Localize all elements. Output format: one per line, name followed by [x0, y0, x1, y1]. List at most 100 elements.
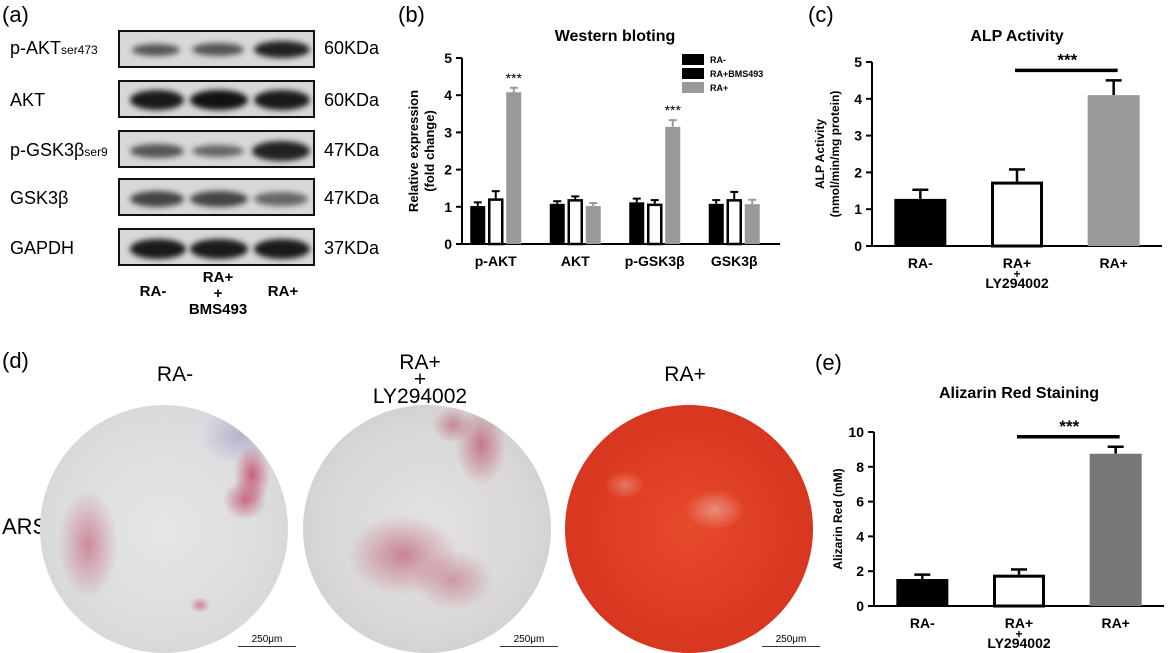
alp-chart-y-tick-label: 2 — [854, 164, 862, 180]
blot-gapdh — [118, 228, 315, 266]
alizarin-chart-y-axis-label: Alizarin Red (mM) — [831, 468, 845, 569]
panel-label-a: (a) — [2, 2, 29, 27]
row-label-ars: ARS — [2, 514, 48, 539]
wb-chart-title: Western bloting — [555, 28, 676, 45]
panel-label-c: (c) — [808, 2, 834, 27]
alizarin-chart-bar — [993, 574, 1045, 608]
wb-chart-bar — [647, 203, 663, 246]
blot-label-p-gsk3b: p-GSK3βser9 — [10, 140, 108, 160]
panel-label-b: (b) — [398, 2, 425, 27]
ars-stain-image-ra-plus — [565, 405, 813, 653]
lane-label-ra-plus: RA+ — [267, 283, 299, 300]
wb-chart-legend-swatch — [682, 82, 704, 93]
alp-activity-bar-chart: 0 1 2 3 4 5 ALP Activity ALP Activity(nmol/min/… — [813, 28, 1162, 291]
blot-size-akt: 60KDa — [324, 90, 380, 110]
panel-label-d: (d) — [2, 348, 29, 373]
ars-stain-image-ra-ly294002 — [303, 405, 551, 653]
alp-chart-y-axis-label: ALP Activity(nmol/min/mg protein) — [813, 91, 842, 218]
wb-chart-bar — [567, 199, 583, 246]
alizarin-chart-y-tick-label: 0 — [856, 598, 864, 614]
wb-chart-y-tick-label: 3 — [444, 124, 452, 140]
blot-size-p-akt: 60KDa — [324, 38, 380, 58]
lane-label-ra-minus: RA- — [139, 283, 167, 300]
blot-label-gapdh: GAPDH — [10, 238, 75, 258]
scale-bar-label-3: 250μm — [775, 634, 807, 645]
wb-chart-legend-label: RA+BMS493 — [710, 69, 763, 79]
alp-chart-x-tick-label: RA+ — [1003, 255, 1031, 271]
alp-chart-y-tick-label: 4 — [854, 91, 862, 107]
blot-size-gsk3b: 47KDa — [324, 188, 380, 208]
alizarin-chart-x-tick-label: + — [1015, 627, 1022, 641]
alp-chart-y-tick-label: 0 — [854, 238, 862, 254]
wb-chart-x-tick-label: p-GSK3β — [625, 253, 685, 269]
wb-chart-y-tick-label: 0 — [444, 236, 452, 252]
scale-bar-1 — [238, 646, 296, 647]
wb-chart-legend-label: RA- — [710, 55, 726, 65]
condition-label-ra-ly294002: RA+ + LY294002 — [372, 351, 468, 408]
wb-chart-y-tick-label: 4 — [444, 87, 452, 103]
alizarin-chart-x-tick-label: RA+ — [1101, 615, 1129, 631]
alp-chart-bar — [894, 198, 947, 246]
alp-chart-bar — [991, 181, 1043, 248]
alp-chart-y-tick-label: 1 — [854, 201, 862, 217]
wb-chart-y-tick-label: 1 — [444, 199, 452, 215]
wb-chart-bar — [549, 203, 565, 244]
western-blot-bar-chart: 0 1 2 3 4 5 Western bloting Relative expression… — [406, 28, 780, 269]
alizarin-chart-significance-mark: *** — [1059, 417, 1079, 436]
scale-bar-2 — [500, 646, 558, 647]
wb-chart-x-tick-label: AKT — [561, 253, 590, 269]
condition-label-ra-plus: RA+ — [664, 363, 706, 386]
wb-chart-bar — [708, 203, 724, 244]
wb-chart-bar — [585, 206, 601, 244]
blot-size-p-gsk3b: 47KDa — [324, 140, 380, 160]
alizarin-chart-y-tick-label: 6 — [856, 494, 864, 510]
alp-chart-x-tick-label: LY294002 — [985, 275, 1049, 291]
alizarin-chart-title: Alizarin Red Staining — [939, 385, 1099, 402]
alizarin-chart-x-tick-label: RA- — [910, 615, 935, 631]
wb-chart-legend-label: RA+ — [710, 83, 728, 93]
wb-chart-significance-mark: *** — [665, 102, 682, 118]
alizarin-chart-y-tick-label: 8 — [856, 459, 864, 475]
wb-chart-x-tick-label: p-AKT — [475, 253, 517, 269]
scale-bar-label-1: 250μm — [251, 634, 283, 645]
alp-chart-x-tick-label: RA+ — [1099, 255, 1127, 271]
wb-chart-bar — [488, 198, 504, 246]
alp-chart-significance-mark: *** — [1057, 50, 1077, 69]
alp-chart-bar — [1087, 95, 1140, 247]
alizarin-chart-y-tick-label: 10 — [848, 424, 864, 440]
wb-chart-y-tick-label: 5 — [444, 50, 452, 66]
panel-label-e: (e) — [815, 350, 842, 375]
blot-gsk3b — [118, 178, 315, 216]
wb-chart-bar — [629, 202, 645, 244]
wb-chart-bar — [506, 92, 522, 244]
alp-chart-title: ALP Activity — [970, 28, 1063, 45]
wb-chart-bar — [470, 206, 486, 244]
alizarin-chart-bar — [896, 579, 949, 606]
alp-chart-x-tick-label: RA- — [908, 255, 933, 271]
wb-chart-significance-mark: *** — [506, 70, 523, 86]
alizarin-chart-bar — [1089, 453, 1142, 606]
alizarin-chart-y-tick-label: 2 — [856, 563, 864, 579]
blot-label-gsk3b: GSK3β — [10, 188, 69, 208]
wb-chart-legend-swatch — [682, 68, 704, 79]
alp-chart-x-tick-label: + — [1013, 267, 1020, 281]
condition-label-ra-minus: RA- — [156, 363, 194, 386]
ars-stain-image-ra-minus — [40, 405, 288, 653]
blot-p-gsk3b — [118, 130, 315, 168]
alizarin-chart-x-tick-label: LY294002 — [987, 635, 1051, 651]
scale-bar-label-2: 250μm — [513, 634, 545, 645]
wb-chart-bar — [665, 126, 681, 244]
blot-akt — [118, 80, 315, 118]
blot-size-gapdh: 37KDa — [324, 238, 380, 258]
alizarin-chart-x-tick-label: RA+ — [1005, 615, 1033, 631]
blot-label-p-akt: p-AKTser473 — [10, 38, 98, 58]
scale-bar-3 — [762, 646, 820, 647]
wb-chart-y-axis-label: Relative expression(fold change) — [406, 90, 437, 212]
alizarin-red-bar-chart: 0 2 4 6 8 10 Alizarin Red Staining Alizarin Red… — [831, 385, 1164, 651]
wb-chart-legend-swatch — [682, 54, 704, 65]
alp-chart-y-tick-label: 3 — [854, 128, 862, 144]
wb-chart-bar — [744, 204, 760, 244]
wb-chart-bar — [726, 199, 742, 246]
lane-label-ra-bms493: RA+ + BMS493 — [188, 269, 248, 318]
blot-p-akt — [118, 30, 315, 68]
